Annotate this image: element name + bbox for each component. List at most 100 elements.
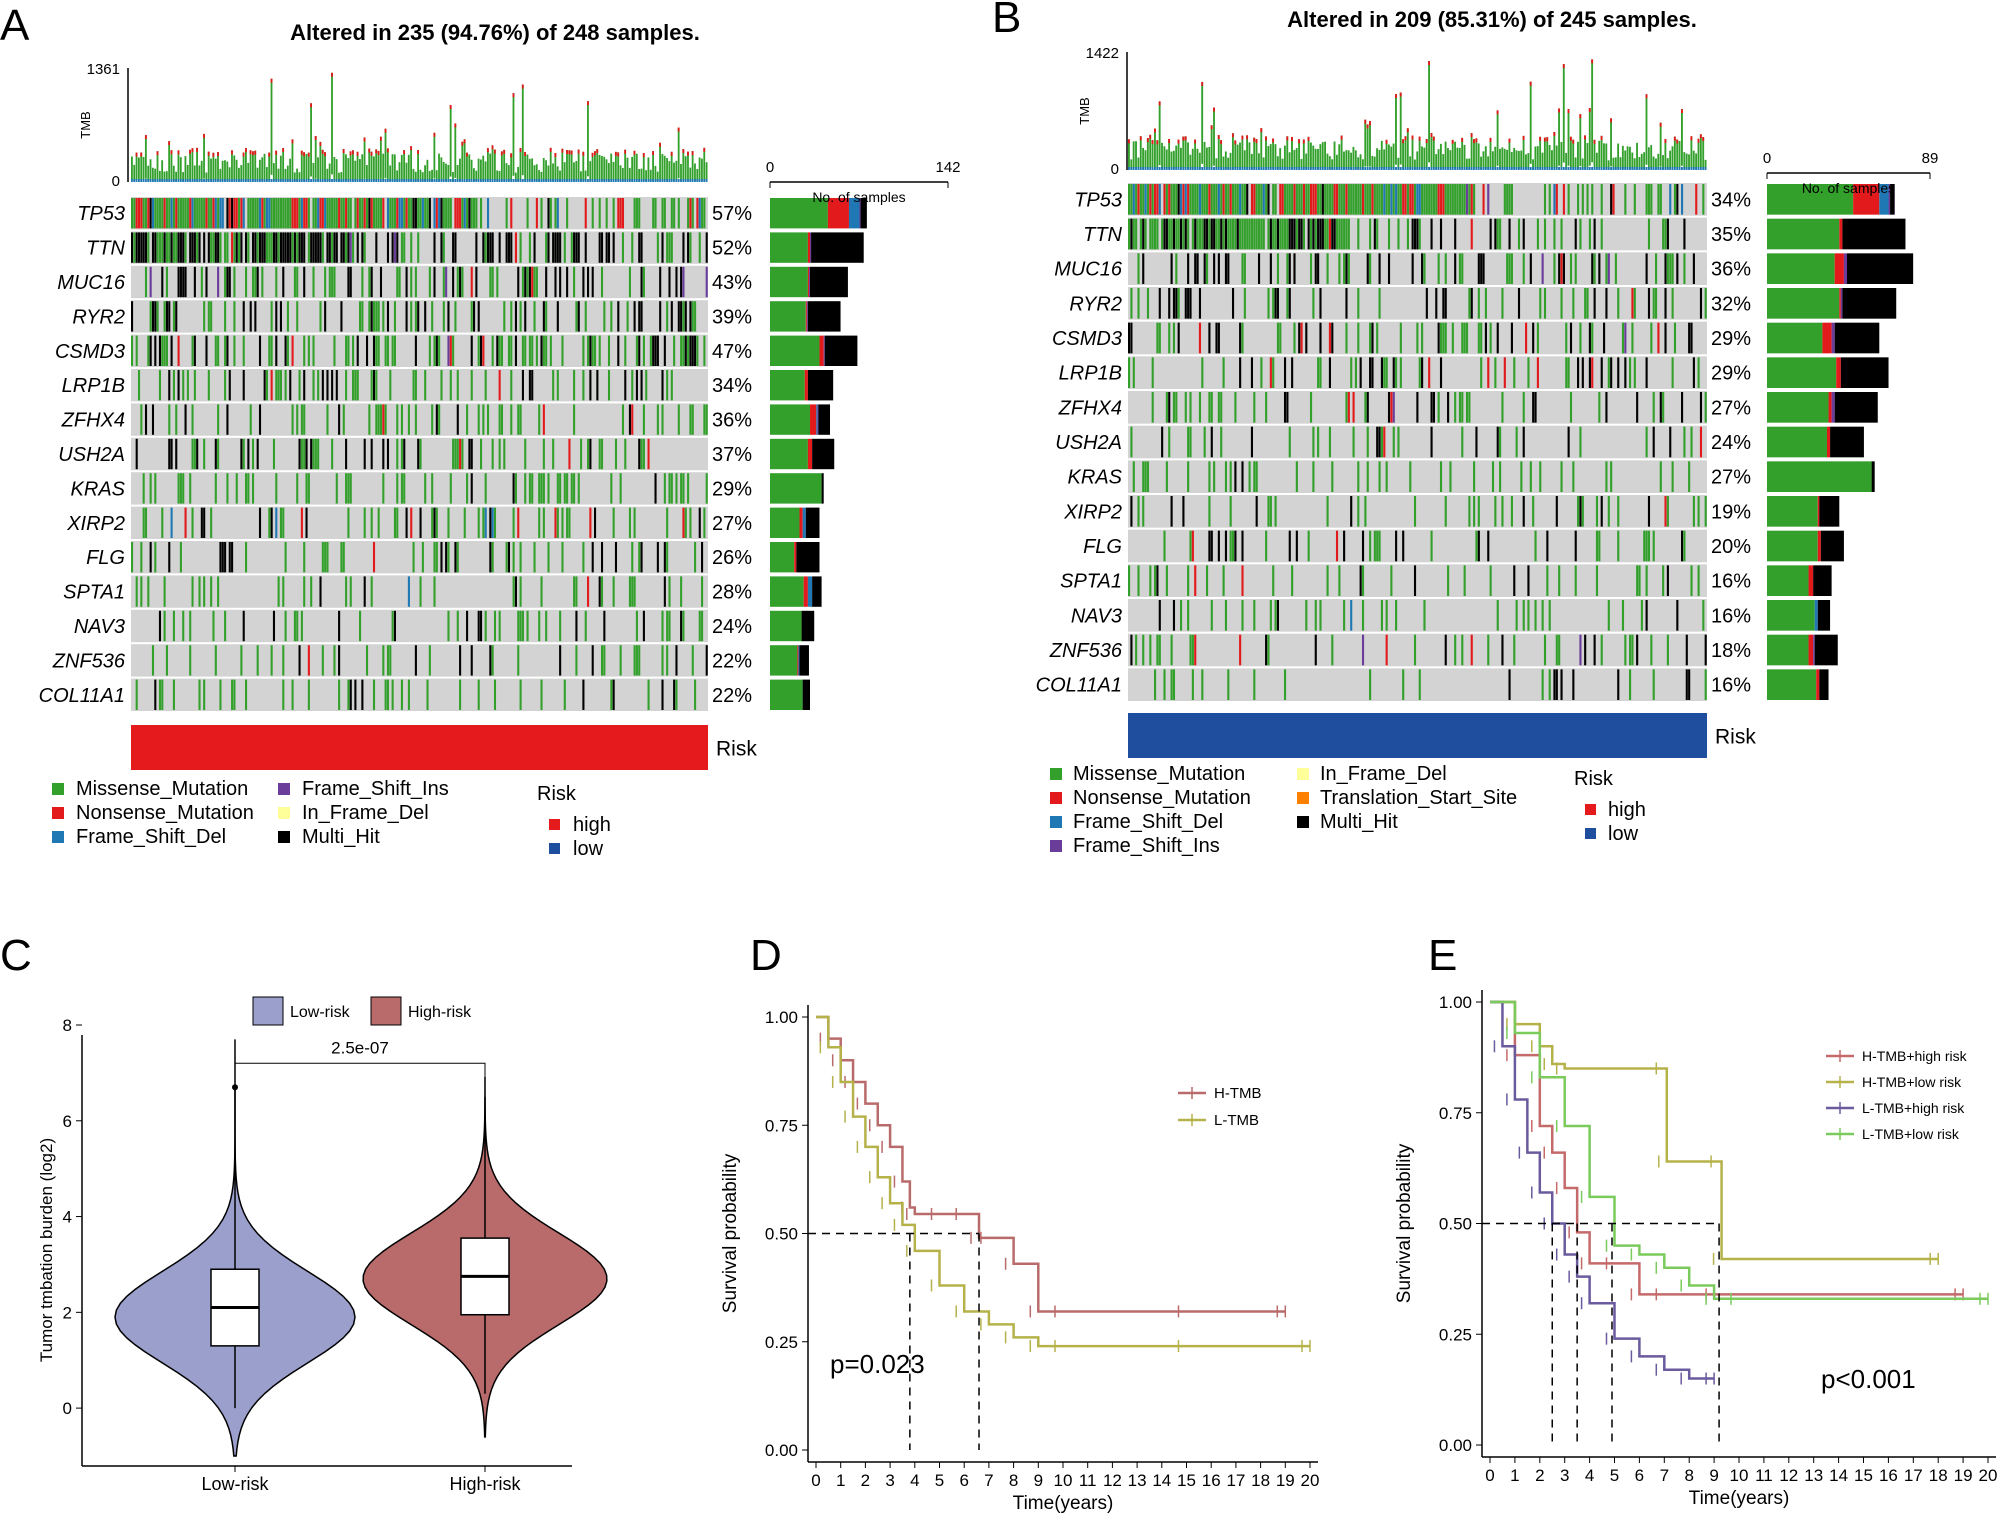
tmb-bar-base xyxy=(377,179,380,182)
mutation-cell xyxy=(1366,253,1369,284)
mutation-cell xyxy=(184,198,187,229)
tmb-bar xyxy=(203,133,205,179)
tmb-bar-top xyxy=(568,150,571,155)
mutation-cell xyxy=(1210,530,1213,562)
mutation-cell xyxy=(172,370,175,401)
mutation-cell xyxy=(1548,669,1551,700)
tmb-bar-base xyxy=(1499,167,1501,170)
tmb-bar-base xyxy=(1255,167,1258,170)
mutation-cell xyxy=(1586,288,1589,319)
mutation-cell xyxy=(1423,253,1426,284)
mutation-cell xyxy=(1473,496,1476,527)
tmb-bar xyxy=(1265,136,1267,168)
mutation-cell xyxy=(356,198,359,229)
mutation-cell xyxy=(673,335,676,366)
mutation-cell xyxy=(1413,218,1417,250)
mutation-cell xyxy=(631,404,634,435)
tmb-bar-base xyxy=(1267,167,1270,170)
tmb-bar xyxy=(186,164,189,181)
mutation-cell xyxy=(1657,322,1660,354)
mutation-cell xyxy=(1378,530,1381,562)
x-tick-label: 19 xyxy=(1276,1471,1295,1490)
x-tick-label: 5 xyxy=(1610,1466,1619,1485)
mutation-cell xyxy=(165,198,168,229)
mutation-cell xyxy=(359,198,362,229)
sample-count-bar-nonsense xyxy=(1817,496,1820,527)
mutation-cell xyxy=(573,232,576,263)
mutation-cell xyxy=(1605,461,1608,492)
tmb-bar-base xyxy=(279,179,282,182)
sample-count-bar-multi xyxy=(812,576,822,607)
mutation-cell xyxy=(231,198,234,229)
tmb-bar-base xyxy=(619,179,622,182)
mutation-cell xyxy=(172,232,175,263)
sample-count-bar-missense xyxy=(1767,669,1817,700)
mutation-cell xyxy=(1607,357,1610,388)
tmb-bar xyxy=(1577,141,1579,169)
sample-count-bar-fs_ins xyxy=(1813,634,1815,666)
tmb-bar xyxy=(1179,147,1182,169)
tmb-bar xyxy=(1177,139,1180,168)
tmb-bar xyxy=(300,150,303,180)
mutation-cell xyxy=(258,507,262,538)
mutation-cell xyxy=(1688,461,1691,492)
mutation-cell xyxy=(1231,530,1235,562)
mutation-cell xyxy=(300,610,303,642)
mutation-cell xyxy=(1376,322,1379,354)
mutation-cell xyxy=(663,542,666,573)
tmb-bar xyxy=(1168,138,1171,168)
mutation-cell xyxy=(1496,322,1499,354)
y-axis-label: Survival probability xyxy=(1394,1143,1415,1303)
mutation-cell xyxy=(666,507,669,538)
tmb-bar-base xyxy=(570,179,573,182)
mutation-cell xyxy=(668,610,671,642)
mutation-cell xyxy=(1501,392,1504,423)
mutation-cell xyxy=(342,232,345,263)
row-background xyxy=(131,678,708,711)
mutation-cell xyxy=(1527,357,1530,388)
mutation-cell xyxy=(149,335,152,366)
mutation-cell xyxy=(1600,496,1603,527)
mutation-cell xyxy=(256,198,259,229)
tmb-bar xyxy=(1246,135,1249,168)
mutation-cell xyxy=(198,679,201,710)
mutation-cell xyxy=(1421,357,1424,388)
mutation-cell xyxy=(1376,218,1379,250)
mutation-cell xyxy=(1692,357,1695,388)
tmb-bar xyxy=(1328,156,1331,170)
mutation-cell xyxy=(473,301,476,332)
mutation-cell xyxy=(389,370,392,401)
mutation-cell xyxy=(189,645,192,676)
tmb-bar-base xyxy=(1501,167,1504,170)
mutation-cell xyxy=(142,473,145,504)
tmb-bar-top xyxy=(624,149,627,154)
mutation-cell xyxy=(1425,288,1428,319)
mutation-cell xyxy=(498,232,501,263)
mutation-cell xyxy=(405,507,408,538)
tmb-bar xyxy=(393,154,396,181)
tmb-bar xyxy=(496,170,499,182)
mutation-cell xyxy=(1527,565,1530,596)
mutation-cell xyxy=(477,679,480,710)
mutation-cell xyxy=(1647,496,1651,527)
mutation-cell xyxy=(1579,496,1582,527)
mutation-cell xyxy=(1402,184,1405,215)
tmb-bar-base xyxy=(652,179,654,182)
tmb-bar-base xyxy=(1205,167,1208,170)
mutation-cell xyxy=(140,576,143,607)
mutation-cell xyxy=(347,232,350,263)
tmb-bar-base xyxy=(224,179,226,182)
mutation-cell xyxy=(1142,218,1145,250)
tmb-bar-base xyxy=(468,179,471,182)
tmb-bar xyxy=(1267,146,1270,169)
tmb-bar xyxy=(568,150,571,180)
tmb-bar xyxy=(1690,136,1693,168)
y-tick-label: 1.00 xyxy=(1439,993,1472,1012)
mutation-cell xyxy=(1430,530,1433,562)
tmb-bar xyxy=(251,151,254,180)
y-tick-label: 2 xyxy=(63,1303,72,1322)
km-curve-L-TMB xyxy=(816,1015,1310,1348)
mutation-cell xyxy=(1501,496,1504,527)
tmb-bar-base xyxy=(186,179,189,182)
tmb-bar-base xyxy=(1636,167,1638,170)
